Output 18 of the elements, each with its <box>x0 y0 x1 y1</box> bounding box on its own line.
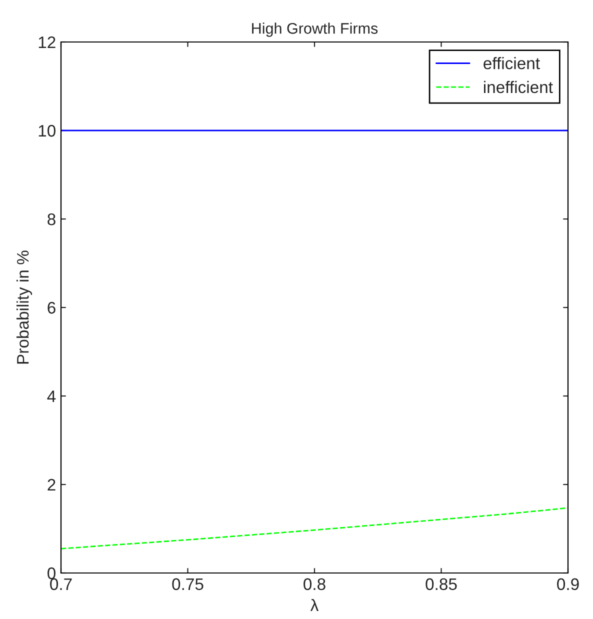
x-tick-label: 0.8 <box>304 578 326 590</box>
y-tick-label: 8 <box>48 213 56 226</box>
chart-title: High Growth Firms <box>252 22 378 37</box>
line-series <box>61 507 568 550</box>
y-tick-label: 4 <box>47 390 56 402</box>
y-tick-label: 6 <box>48 302 56 314</box>
y-tick-label: 10 <box>38 124 56 137</box>
x-tick-label: 0.75 <box>172 578 204 590</box>
legend-label: efficient <box>484 57 540 70</box>
y-tick-label: 2 <box>48 478 56 491</box>
y-axis-title: Probability in % <box>16 250 32 364</box>
x-tick-label: 0.7 <box>50 578 72 590</box>
y-tick-label: 0 <box>48 567 56 580</box>
legend-label: inefficient <box>484 80 553 94</box>
y-tick-label: 12 <box>38 36 56 48</box>
x-axis-title: λ <box>310 598 319 612</box>
x-tick-label: 0.9 <box>557 578 579 590</box>
x-tick-label: 0.85 <box>426 578 457 590</box>
